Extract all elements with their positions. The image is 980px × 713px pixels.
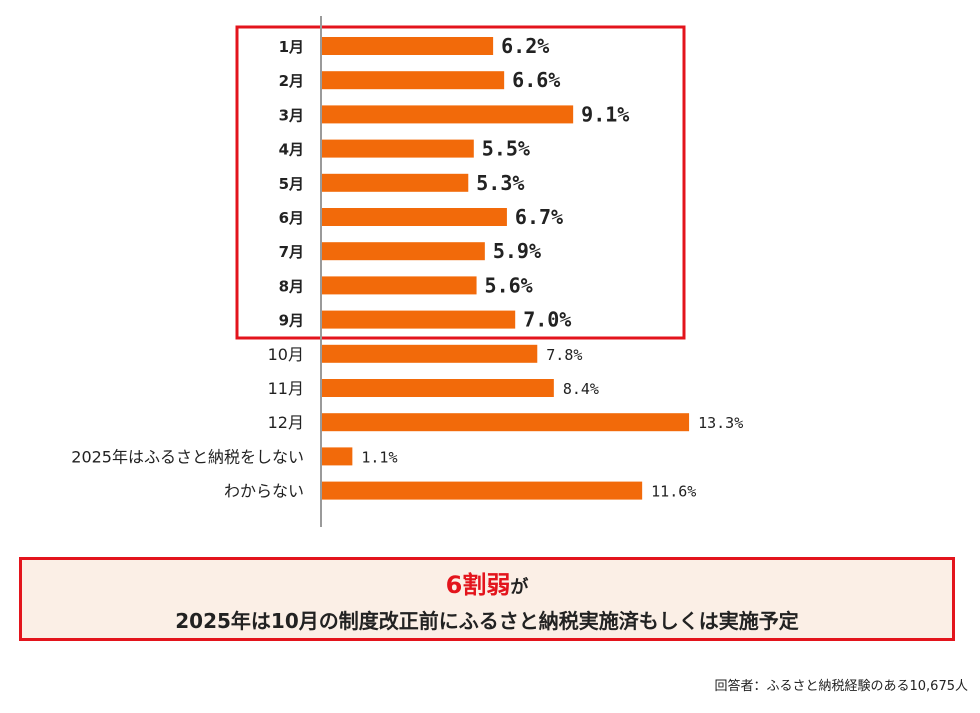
category-label: 12月	[268, 413, 304, 432]
value-label: 7.0%	[523, 308, 571, 332]
value-label: 5.5%	[482, 137, 530, 161]
bar	[322, 173, 469, 192]
category-label: 2025年はふるさと納税をしない	[71, 447, 304, 466]
bar	[322, 71, 505, 90]
bar	[322, 447, 353, 466]
category-label: 9月	[279, 312, 304, 330]
bar	[322, 37, 494, 55]
value-label: 13.3%	[698, 414, 743, 432]
category-label: 3月	[279, 106, 304, 124]
bar	[322, 242, 485, 261]
value-label: 7.8%	[546, 346, 582, 364]
highlight-box	[235, 25, 686, 340]
bar	[322, 413, 690, 432]
bar	[322, 344, 538, 363]
category-label: 1月	[279, 38, 304, 56]
bar	[322, 310, 516, 329]
bar	[322, 379, 554, 397]
category-label: 8月	[279, 277, 304, 295]
summary-headline: 6割弱が	[22, 571, 952, 602]
value-label: 6.7%	[515, 205, 563, 229]
bar	[322, 139, 474, 158]
value-label: 8.4%	[563, 380, 599, 398]
summary-box: 6割弱が 2025年は10月の制度改正前にふるさと納税実施済もしくは実施予定	[19, 557, 955, 641]
value-label: 6.2%	[501, 34, 549, 58]
category-label: 5月	[279, 175, 304, 193]
value-label: 1.1%	[361, 448, 397, 466]
value-label: 5.9%	[493, 239, 541, 263]
bar	[322, 481, 643, 500]
bar-chart: 1月 6.2% 2月 6.6% 3月 9.1% 4月 5.5% 5月 5.3% 6月 6.7% 7月 5.…	[71, 16, 743, 527]
bar	[322, 105, 574, 124]
category-label: わからない	[224, 482, 304, 501]
value-label: 11.6%	[651, 483, 696, 501]
summary-highlight: 6割弱	[445, 571, 511, 599]
bar	[322, 208, 507, 226]
category-label: 7月	[279, 243, 304, 261]
bar	[322, 276, 477, 295]
value-label: 5.6%	[485, 273, 533, 297]
footnote: 回答者：ふるさと納税経験のある10,675人	[714, 679, 969, 694]
value-label: 6.6%	[512, 68, 560, 92]
category-label: 11月	[268, 379, 304, 398]
category-label: 4月	[279, 141, 304, 159]
category-label: 6月	[279, 209, 304, 227]
summary-text: 2025年は10月の制度改正前にふるさと納税実施済もしくは実施予定	[175, 609, 799, 633]
value-label: 9.1%	[581, 102, 629, 126]
value-label: 5.3%	[476, 171, 524, 195]
category-label: 2月	[279, 72, 304, 90]
category-label: 10月	[268, 345, 304, 364]
summary-suffix: が	[510, 577, 529, 598]
